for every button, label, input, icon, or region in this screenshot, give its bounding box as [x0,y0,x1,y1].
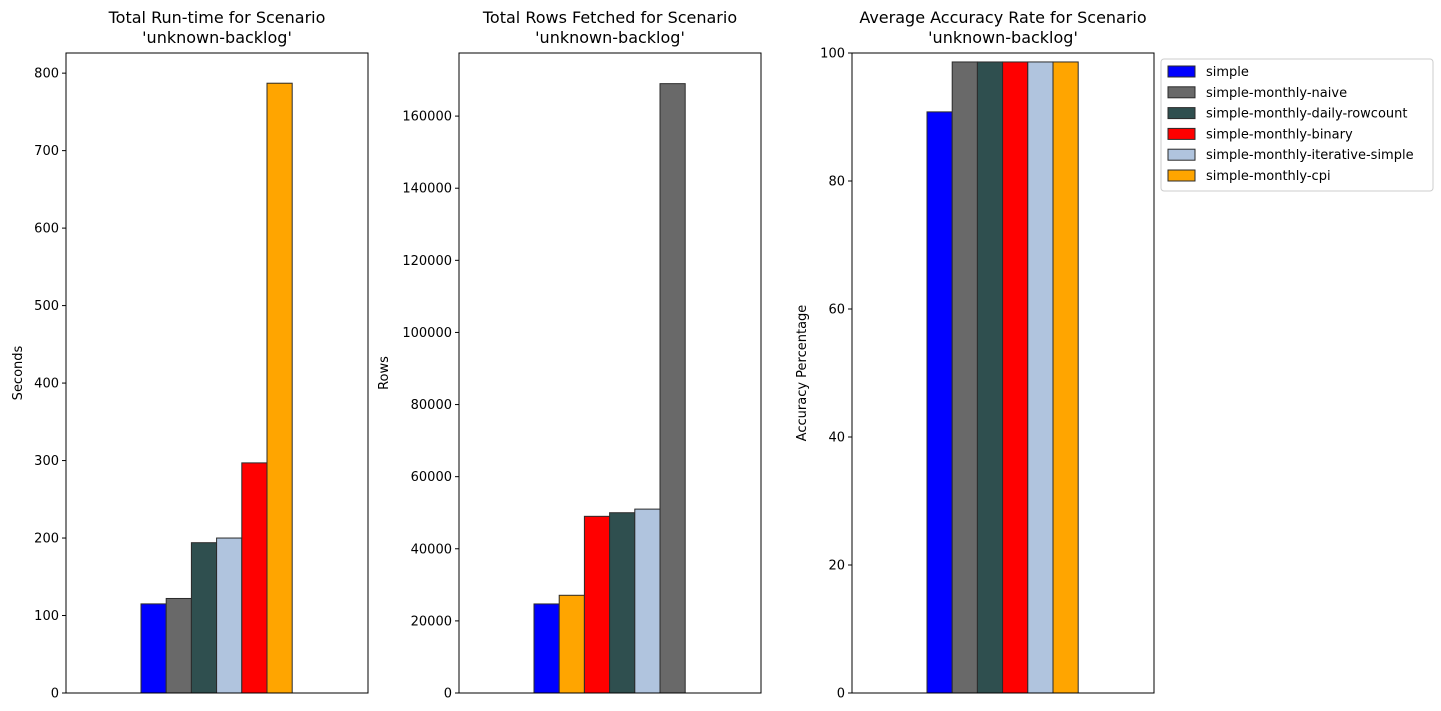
y-tick-label: 140000 [402,182,452,197]
bar-simple-monthly-iterative-simple [216,537,243,694]
y-tick-label: 600 [34,222,59,237]
y-tick-label: 0 [51,687,59,702]
bar-simple-monthly-binary [583,515,611,694]
legend-swatch-simple-monthly-binary [1167,127,1196,140]
plot-frame [851,52,1155,694]
y-tick-label: 40 [828,431,845,446]
legend-swatch-simple [1167,65,1196,78]
y-tick-label: 300 [34,454,59,469]
chart-title-line: 'unknown-backlog' [928,28,1078,47]
y-tick-label: 0 [837,687,845,702]
bar-simple-monthly-naive [951,61,978,694]
y-tick-label: 100000 [402,326,452,341]
y-tick-label: 100 [820,47,845,62]
bar-simple-monthly-cpi [558,594,585,694]
legend-swatch-simple-monthly-cpi [1167,169,1196,182]
plot-frame [458,52,762,694]
y-tick-label: 0 [444,687,452,702]
bar-simple-monthly-binary [1002,61,1029,694]
y-tick-label: 40000 [411,542,452,557]
chart-3: 0 20 40 60 80 100 Accuracy Percentage Average A… [795,8,1155,702]
legend-label: simple-monthly-cpi [1206,169,1331,184]
bar-simple-monthly-binary [241,462,268,694]
bar-simple [926,111,953,694]
chart-title-line: Average Accuracy Rate for Scenario [859,8,1146,27]
y-tick-label: 500 [34,299,59,314]
y-tick-label: 20 [828,559,845,574]
legend-label: simple-monthly-iterative-simple [1206,148,1414,163]
legend-label: simple-monthly-daily-rowcount [1206,107,1407,122]
chart-2: 0 20000 40000 60000 80000 100000 120000 140000 1… [377,8,762,702]
chart-title-line: 'unknown-backlog' [142,28,292,47]
bar-simple-monthly-iterative-simple [1027,61,1054,694]
legend: simple simple-monthly-naive simple-monthly… [1160,58,1434,192]
chart-title-line: 'unknown-backlog' [535,28,685,47]
y-tick-label: 700 [34,144,59,159]
legend-box [1160,58,1434,192]
y-tick-label: 100 [34,609,59,624]
y-tick-label: 160000 [402,110,452,125]
plot-frame [65,52,369,694]
bar-simple-monthly-daily-rowcount [976,61,1004,694]
legend-swatch-simple-monthly-iterative-simple [1167,148,1196,161]
bar-simple-monthly-cpi [1052,61,1079,694]
bar-simple [140,603,167,694]
y-tick-label: 20000 [411,614,452,629]
y-tick-label: 80 [828,175,845,190]
legend-swatch-simple-monthly-naive [1167,86,1196,99]
y-tick-label: 400 [34,377,59,392]
chart-title-line: Total Run-time for Scenario [108,8,326,27]
bar-simple-monthly-daily-rowcount [190,542,218,694]
y-axis-label: Rows [377,356,392,390]
chart-title-line: Total Rows Fetched for Scenario [482,8,737,27]
y-tick-label: 60000 [411,470,452,485]
bar-simple [533,603,560,694]
bar-simple-monthly-daily-rowcount [609,512,636,694]
legend-label: simple-monthly-naive [1206,86,1347,101]
bar-simple-monthly-naive [165,597,192,694]
legend-swatch-simple-monthly-daily-rowcount [1167,107,1196,120]
y-axis-label: Seconds [11,345,26,400]
y-tick-label: 800 [34,67,59,82]
legend-label: simple [1206,65,1249,80]
y-tick-label: 120000 [402,254,452,269]
y-tick-label: 200 [34,532,59,547]
y-tick-label: 80000 [411,398,452,413]
bar-simple-monthly-iterative-simple [634,508,661,694]
bar-simple-monthly-naive [659,83,686,694]
y-axis-label: Accuracy Percentage [795,305,810,442]
chart-1: 0 100 200 300 400 500 600 700 800 Seconds Total Ru… [11,8,369,702]
y-tick-label: 60 [828,303,845,318]
legend-label: simple-monthly-binary [1206,127,1353,142]
bar-simple-monthly-cpi [266,82,293,694]
